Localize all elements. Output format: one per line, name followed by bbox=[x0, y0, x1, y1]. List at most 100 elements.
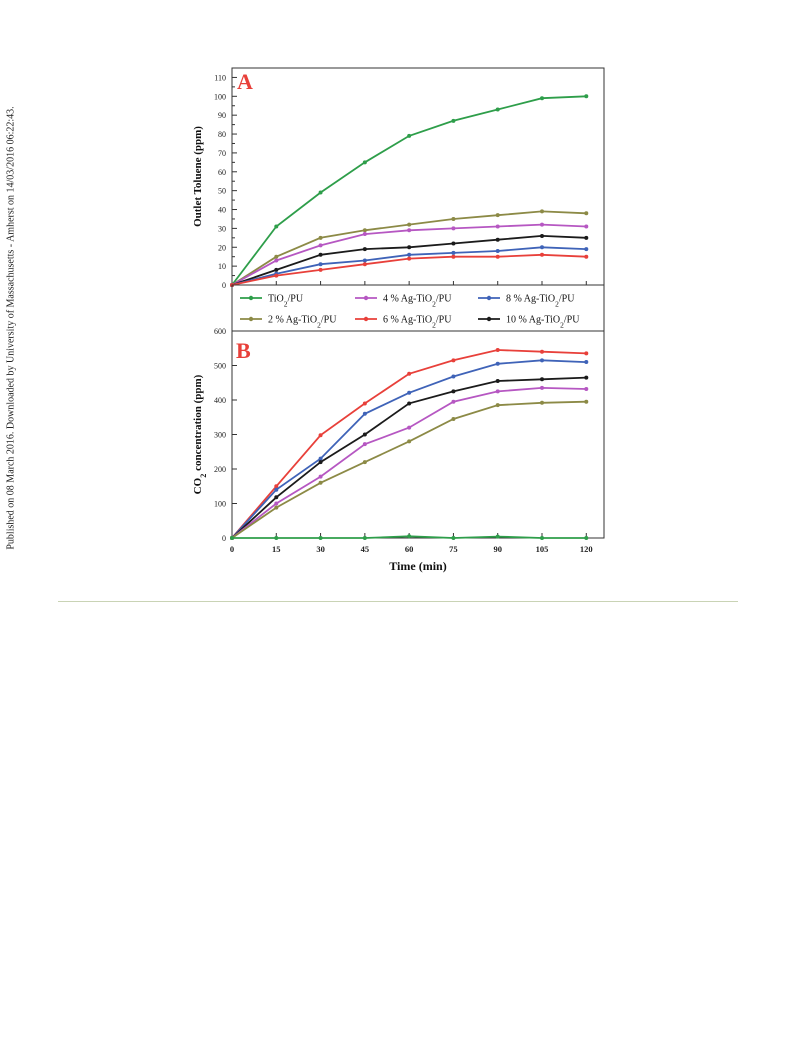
y-tick-label-b: 500 bbox=[214, 362, 226, 371]
data-point-b-2-ag-tio2-pu bbox=[318, 480, 323, 485]
data-point-b-tio2-pu bbox=[362, 536, 367, 540]
panel-label-a: A bbox=[237, 69, 253, 94]
data-point-a-4-ag-tio2-pu bbox=[451, 226, 456, 231]
legend-marker-8-ag-tio2-pu bbox=[486, 295, 492, 301]
x-axis-label-b: Time (min) bbox=[389, 559, 446, 573]
data-point-b-10-ag-tio2-pu bbox=[495, 379, 500, 384]
data-point-b-6-ag-tio2-pu bbox=[274, 484, 279, 489]
data-point-a-8-ag-tio2-pu bbox=[451, 250, 456, 255]
data-point-b-tio2-pu bbox=[584, 536, 589, 540]
x-tick-label-b: 60 bbox=[405, 544, 414, 554]
panel-a: 0 10 20 30 40 50 60 70 80 90 100 110 Outlet Toluene … bbox=[192, 67, 605, 290]
data-point-b-4-ag-tio2-pu bbox=[495, 389, 500, 394]
data-point-a-4-ag-tio2-pu bbox=[407, 228, 412, 233]
data-point-b-8-ag-tio2-pu bbox=[407, 390, 412, 395]
data-point-b-2-ag-tio2-pu bbox=[407, 439, 412, 444]
x-tick-label-b: 45 bbox=[361, 544, 370, 554]
data-point-a-4-ag-tio2-pu bbox=[495, 224, 500, 229]
legend-label-tio2-pu: TiO2/PU bbox=[268, 294, 304, 309]
data-point-b-tio2-pu bbox=[274, 536, 279, 540]
y-tick-label-b: 400 bbox=[214, 396, 226, 405]
data-point-a-10-ag-tio2-pu bbox=[274, 267, 279, 272]
y-axis-label-b: CO2 concentration (ppm) bbox=[192, 374, 208, 494]
data-point-b-8-ag-tio2-pu bbox=[274, 487, 279, 492]
data-point-a-8-ag-tio2-pu bbox=[407, 252, 412, 257]
data-point-b-6-ag-tio2-pu bbox=[584, 351, 589, 356]
data-point-b-6-ag-tio2-pu bbox=[540, 349, 544, 354]
data-point-b-2-ag-tio2-pu bbox=[584, 399, 589, 404]
data-point-a-8-ag-tio2-pu bbox=[362, 258, 367, 263]
data-point-b-2-ag-tio2-pu bbox=[495, 403, 500, 408]
legend: TiO2/PU 4 % Ag-TiO2/PU 8 % Ag-TiO2/PU 2 % A… bbox=[231, 284, 605, 332]
series-line-b-6-ag-tio2-pu bbox=[231, 349, 587, 539]
data-point-a-8-ag-tio2-pu bbox=[495, 249, 500, 254]
legend-label-6-ag-tio2-pu: 6 % Ag-TiO2/PU bbox=[383, 315, 452, 330]
y-tick-label-a: 20 bbox=[218, 243, 226, 252]
data-point-a-10-ag-tio2-pu bbox=[318, 252, 323, 257]
data-point-a-2-ag-tio2-pu bbox=[274, 254, 279, 259]
y-tick-label-b: 200 bbox=[214, 465, 226, 474]
data-point-b-10-ag-tio2-pu bbox=[407, 401, 412, 406]
data-point-a-10-ag-tio2-pu bbox=[451, 241, 456, 246]
series-line-b-4-ag-tio2-pu bbox=[231, 386, 587, 539]
data-point-b-2-ag-tio2-pu bbox=[362, 460, 367, 465]
series-line-b-8-ag-tio2-pu bbox=[231, 359, 587, 539]
data-point-b-8-ag-tio2-pu bbox=[362, 411, 367, 416]
legend-marker-4-ag-tio2-pu bbox=[363, 295, 369, 301]
y-tick-label-b: 100 bbox=[214, 500, 226, 509]
plot-frame-b bbox=[231, 330, 605, 539]
data-point-a-6-ag-tio2-pu bbox=[495, 254, 500, 259]
legend-marker-2-ag-tio2-pu bbox=[248, 316, 254, 322]
data-point-b-8-ag-tio2-pu bbox=[318, 456, 323, 461]
data-point-a-6-ag-tio2-pu bbox=[362, 262, 367, 267]
data-point-b-2-ag-tio2-pu bbox=[274, 505, 279, 510]
x-tick-label-b: 0 bbox=[230, 544, 234, 554]
y-tick-label-a: 50 bbox=[218, 187, 226, 196]
y-tick-label-a: 0 bbox=[222, 281, 226, 290]
data-point-a-10-ag-tio2-pu bbox=[495, 237, 500, 242]
data-point-a-4-ag-tio2-pu bbox=[362, 232, 367, 237]
y-tick-label-a: 70 bbox=[218, 149, 226, 158]
data-point-b-10-ag-tio2-pu bbox=[584, 375, 589, 380]
data-point-a-2-ag-tio2-pu bbox=[495, 213, 500, 218]
panel-b: 0 100 200 300 400 500 600 0 15 30 45 60 75 90 105 120 Ti… bbox=[192, 327, 605, 573]
data-point-b-6-ag-tio2-pu bbox=[407, 371, 412, 376]
data-point-a-2-ag-tio2-pu bbox=[362, 228, 367, 233]
data-point-b-tio2-pu bbox=[407, 534, 412, 539]
data-point-a-tio2-pu bbox=[584, 94, 589, 99]
data-point-a-6-ag-tio2-pu bbox=[407, 256, 412, 261]
data-point-a-tio2-pu bbox=[274, 224, 279, 229]
legend-label-8-ag-tio2-pu: 8 % Ag-TiO2/PU bbox=[506, 294, 575, 309]
data-point-a-8-ag-tio2-pu bbox=[584, 247, 589, 252]
data-point-b-tio2-pu bbox=[318, 536, 323, 540]
y-tick-label-a: 30 bbox=[218, 224, 226, 233]
data-point-b-6-ag-tio2-pu bbox=[318, 433, 323, 438]
data-point-a-10-ag-tio2-pu bbox=[540, 233, 544, 238]
data-point-a-6-ag-tio2-pu bbox=[274, 273, 279, 278]
x-tick-label-b: 90 bbox=[493, 544, 502, 554]
data-point-a-4-ag-tio2-pu bbox=[584, 224, 589, 229]
data-point-a-tio2-pu bbox=[362, 160, 367, 165]
panel-label-b: B bbox=[236, 338, 251, 363]
data-point-a-2-ag-tio2-pu bbox=[407, 222, 412, 227]
data-point-a-2-ag-tio2-pu bbox=[318, 235, 323, 240]
data-point-a-8-ag-tio2-pu bbox=[318, 262, 323, 267]
data-point-b-6-ag-tio2-pu bbox=[451, 358, 456, 363]
data-point-b-4-ag-tio2-pu bbox=[407, 425, 412, 430]
y-tick-label-b: 600 bbox=[214, 327, 226, 336]
x-tick-label-b: 105 bbox=[536, 544, 549, 554]
data-point-a-tio2-pu bbox=[407, 133, 412, 138]
legend-marker-10-ag-tio2-pu bbox=[486, 316, 492, 322]
data-point-b-10-ag-tio2-pu bbox=[451, 389, 456, 394]
data-point-a-6-ag-tio2-pu bbox=[584, 254, 589, 259]
data-point-b-tio2-pu bbox=[451, 536, 456, 540]
legend-label-2-ag-tio2-pu: 2 % Ag-TiO2/PU bbox=[268, 315, 337, 330]
y-tick-label-a: 60 bbox=[218, 168, 226, 177]
x-tick-label-b: 120 bbox=[580, 544, 593, 554]
data-point-a-2-ag-tio2-pu bbox=[451, 216, 456, 221]
data-point-b-10-ag-tio2-pu bbox=[362, 432, 367, 437]
data-point-b-8-ag-tio2-pu bbox=[540, 358, 544, 363]
y-tick-label-a: 40 bbox=[218, 206, 226, 215]
data-point-a-8-ag-tio2-pu bbox=[540, 245, 544, 250]
